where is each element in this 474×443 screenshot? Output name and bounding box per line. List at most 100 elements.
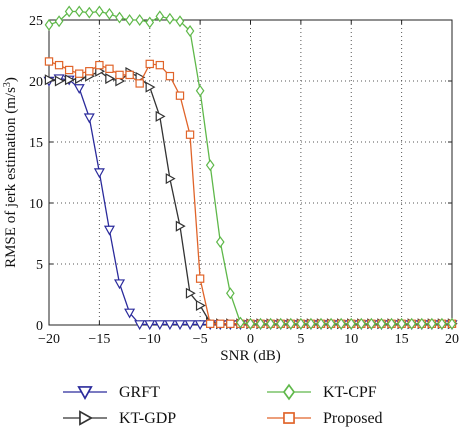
data-point-kt-cpf	[155, 10, 165, 23]
data-point-kt-gdp	[195, 299, 206, 311]
x-axis-label: SNR (dB)	[220, 348, 280, 364]
y-tick-label: 10	[29, 197, 43, 212]
legend-label: Proposed	[323, 410, 383, 427]
data-point-proposed	[44, 57, 54, 66]
y-axis-label-sup: 3	[2, 82, 13, 87]
x-tick-label: −20	[38, 332, 60, 347]
data-point-kt-cpf	[145, 16, 155, 29]
data-point-kt-cpf	[246, 317, 255, 330]
data-point-grft	[144, 320, 156, 331]
data-point-proposed	[85, 67, 94, 76]
data-point-proposed	[125, 70, 134, 80]
data-point-kt-gdp	[175, 220, 186, 232]
data-point-proposed	[95, 60, 104, 70]
data-point-kt-cpf	[165, 12, 175, 25]
data-point-kt-cpf	[417, 317, 427, 330]
data-point-kt-cpf	[387, 317, 396, 330]
data-point-kt-cpf	[125, 14, 134, 26]
data-point-grft	[103, 225, 115, 236]
legend-marker	[283, 412, 295, 424]
legend-item-kt-cpf: KT-CPF	[267, 383, 377, 401]
data-point-kt-cpf	[276, 317, 286, 330]
data-point-kt-gdp	[185, 287, 196, 299]
data-point-proposed	[64, 65, 74, 75]
data-point-kt-cpf	[226, 287, 235, 300]
x-ticks: −20 −15 −10 −5 0 5 10 15 20	[38, 20, 459, 347]
data-point-kt-cpf	[326, 317, 336, 330]
legend-label: KT-GDP	[119, 410, 176, 427]
data-point-kt-gdp	[155, 110, 166, 122]
data-point-kt-gdp	[64, 74, 75, 86]
data-point-proposed	[226, 319, 235, 328]
legend-marker	[79, 410, 94, 426]
data-point-kt-cpf	[175, 15, 185, 28]
data-point-proposed	[75, 69, 84, 78]
series-kt-gdp	[44, 65, 458, 330]
data-point-kt-gdp	[165, 173, 176, 185]
legend-item-grft: GRFT	[63, 384, 160, 401]
data-point-grft	[154, 320, 166, 331]
data-point-kt-cpf	[135, 14, 145, 26]
data-point-kt-cpf	[286, 317, 296, 330]
series-grft	[43, 74, 458, 331]
data-point-proposed	[54, 60, 64, 70]
series-layer	[43, 5, 458, 331]
x-tick-label: 20	[445, 332, 459, 347]
data-point-kt-cpf	[306, 317, 316, 330]
data-point-proposed	[145, 59, 154, 69]
y-axis-label-main: RMSE of jerk estimation (m/s	[3, 87, 19, 268]
data-point-grft	[194, 320, 206, 331]
y-axis-label-close: )	[3, 77, 19, 82]
data-point-proposed	[115, 70, 124, 80]
data-point-grft	[184, 320, 196, 331]
x-tick-label: 0	[247, 332, 254, 347]
data-point-kt-cpf	[296, 317, 306, 330]
data-point-grft	[114, 279, 126, 290]
legend: GRFT KT-CPF KT-GDP Proposed	[63, 383, 383, 427]
data-point-kt-cpf	[105, 7, 114, 20]
y-ticks: 0 5 10 15 20 25	[29, 14, 452, 334]
y-axis-label: RMSE of jerk estimation (m/s3)	[2, 77, 20, 268]
data-point-proposed	[185, 130, 195, 139]
x-tick-label: −10	[139, 332, 161, 347]
data-point-kt-cpf	[236, 316, 245, 329]
data-point-kt-cpf	[256, 317, 265, 330]
data-point-kt-cpf	[64, 5, 74, 18]
series-line-grft	[48, 77, 452, 326]
data-point-proposed	[155, 60, 165, 70]
data-point-kt-cpf	[95, 5, 104, 18]
legend-item-kt-gdp: KT-GDP	[63, 410, 176, 427]
data-point-proposed	[175, 91, 185, 100]
data-point-kt-cpf	[437, 317, 447, 330]
data-point-kt-gdp	[44, 74, 55, 86]
data-point-kt-gdp	[105, 73, 116, 85]
legend-label: GRFT	[119, 384, 160, 401]
legend-label: KT-CPF	[323, 384, 377, 401]
data-point-kt-cpf	[74, 5, 84, 18]
data-point-grft	[174, 320, 186, 331]
data-point-kt-cpf	[115, 11, 124, 24]
data-point-kt-cpf	[447, 317, 457, 330]
data-point-kt-cpf	[336, 317, 346, 330]
legend-marker	[282, 383, 296, 401]
data-point-proposed	[105, 64, 114, 73]
series-kt-cpf	[44, 5, 457, 330]
legend-marker	[77, 386, 93, 401]
data-point-kt-gdp	[54, 75, 65, 87]
x-tick-label: −5	[193, 332, 208, 347]
data-point-kt-cpf	[367, 317, 376, 330]
data-point-kt-cpf	[346, 317, 356, 330]
data-point-proposed	[206, 319, 215, 328]
x-tick-label: 5	[297, 332, 304, 347]
data-point-kt-cpf	[54, 15, 64, 28]
y-tick-label: 15	[29, 136, 43, 151]
x-tick-label: 10	[344, 332, 358, 347]
data-point-kt-cpf	[185, 25, 195, 37]
legend-item-proposed: Proposed	[267, 410, 383, 427]
series-line-kt-gdp	[48, 70, 452, 325]
data-point-kt-cpf	[407, 317, 417, 330]
data-point-kt-cpf	[427, 317, 437, 330]
data-point-kt-cpf	[356, 317, 366, 330]
data-point-kt-cpf	[205, 159, 215, 172]
